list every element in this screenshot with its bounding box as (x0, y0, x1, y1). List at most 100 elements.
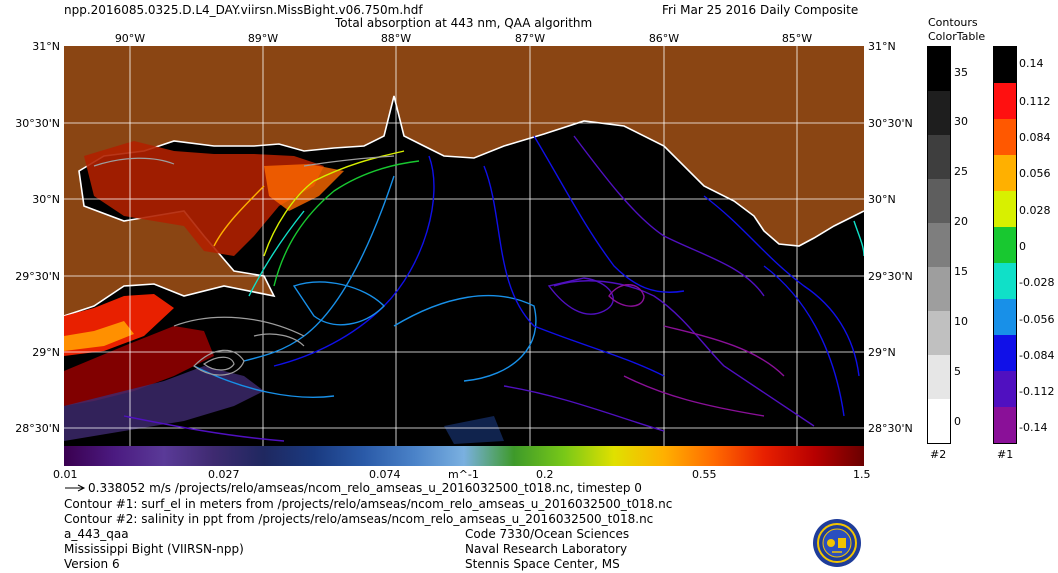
vector-arrow-icon (65, 484, 86, 492)
contour-line (547, 277, 614, 315)
coastal-plume (64, 366, 264, 441)
legend-tick: 15 (954, 265, 968, 278)
contour-line (853, 220, 864, 257)
contour-line (303, 155, 395, 167)
surf-el-legend-swatch (994, 371, 1016, 407)
contour-line (503, 385, 665, 432)
delta-plume (84, 141, 324, 256)
satellite-map (64, 46, 864, 446)
lon-label: 86°W (648, 32, 680, 45)
lat-label: 29°N (868, 346, 896, 359)
lat-label: 29°30'N (15, 270, 60, 283)
lat-label: 30°30'N (15, 117, 60, 130)
surf-el-legend-swatch (994, 191, 1016, 227)
surf-el-legend-swatch (994, 299, 1016, 335)
contour-line (608, 284, 645, 307)
legend-tick: 30 (954, 115, 968, 128)
colorbar (64, 446, 864, 466)
legend-tick: 0 (954, 415, 961, 428)
surf-el-legend-swatch (994, 119, 1016, 155)
salinity-legend-swatch (928, 91, 950, 135)
contour-line (483, 165, 665, 377)
file-name: npp.2016085.0325.D.L4_DAY.viirsn.MissBig… (64, 3, 423, 17)
lat-label: 30°30'N (868, 117, 913, 130)
surf-el-legend-swatch (994, 335, 1016, 371)
product-name: a_443_qaa (64, 527, 129, 541)
salinity-legend-swatch (928, 223, 950, 267)
surf-el-contours (123, 135, 864, 442)
salinity-contours (93, 155, 395, 376)
contour-line (573, 135, 765, 297)
contour-line (243, 175, 395, 362)
legend-tick: 35 (954, 66, 968, 79)
legend-id: #2 (930, 448, 947, 461)
legend-tick: 5 (954, 365, 961, 378)
salinity-legend-swatch (928, 355, 950, 399)
lon-label: 89°W (247, 32, 279, 45)
lat-label: 30°N (868, 193, 896, 206)
legend-tick: 20 (954, 215, 968, 228)
legend-tick: 0.14 (1019, 57, 1044, 70)
org-line: Stennis Space Center, MS (465, 557, 620, 571)
legend-tick: -0.028 (1019, 276, 1055, 289)
contour-line (273, 160, 420, 287)
contour-line (193, 349, 245, 376)
lat-label: 31°N (868, 40, 896, 53)
salinity-legend-swatch (928, 399, 950, 443)
shallow-water (444, 416, 504, 444)
colorbar-tick: 0.027 (208, 468, 240, 481)
colortable-legend-title: ColorTable (928, 30, 986, 43)
contour-line (123, 415, 285, 442)
lat-label: 30°N (32, 193, 60, 206)
surf-el-legend-swatch (994, 83, 1016, 119)
lon-label: 88°W (380, 32, 412, 45)
version-text: Version 6 (64, 557, 120, 571)
contour-line (393, 294, 537, 382)
legend-tick: 0.112 (1019, 95, 1051, 108)
lon-label: 85°W (781, 32, 813, 45)
legend-tick: 0.084 (1019, 131, 1051, 144)
surf-el-legend-swatch (994, 227, 1016, 263)
colorbar-units: m^-1 (448, 468, 479, 481)
legend-tick: -0.112 (1019, 385, 1055, 398)
colorbar-tick: 0.074 (369, 468, 401, 481)
surf-el-legend-swatch (994, 155, 1016, 191)
contour-line (663, 325, 785, 377)
lon-label: 90°W (114, 32, 146, 45)
contour2-text: Contour #2: salinity in ppt from /projec… (64, 512, 654, 526)
region-name: Mississippi Bight (VIIRSN-npp) (64, 542, 244, 556)
legend-tick: 25 (954, 165, 968, 178)
contours-legend-title: Contours (928, 16, 978, 29)
legend-tick: 0 (1019, 240, 1026, 253)
contour-line (213, 185, 265, 247)
legend-id: #1 (997, 448, 1014, 461)
salinity-legend-swatch (928, 135, 950, 179)
coastal-plume (64, 326, 214, 406)
org-line: Naval Research Laboratory (465, 542, 628, 556)
contour-line (623, 375, 765, 417)
contour-line (292, 281, 385, 326)
contour-line (202, 356, 235, 371)
lon-label: 87°W (514, 32, 546, 45)
salinity-legend-bar (927, 46, 951, 444)
contour1-text: Contour #1: surf_el in meters from /proj… (64, 497, 673, 511)
nearshore-contours (213, 150, 420, 297)
lat-label: 29°30'N (868, 270, 913, 283)
salinity-legend-swatch (928, 47, 950, 91)
legend-tick: 10 (954, 315, 968, 328)
legend-tick: -0.084 (1019, 349, 1055, 362)
surf-el-legend-swatch (994, 47, 1016, 83)
org-line: Code 7330/Ocean Sciences (465, 527, 630, 541)
lat-label: 28°30'N (15, 422, 60, 435)
colorbar-tick: 0.55 (692, 468, 717, 481)
lat-label: 28°30'N (868, 422, 913, 435)
contour-line (93, 157, 175, 167)
colorbar-tick: 1.5 (853, 468, 871, 481)
map-title: Total absorption at 443 nm, QAA algorith… (335, 16, 593, 30)
colorbar-tick: 0.01 (53, 468, 78, 481)
contour-line (533, 135, 685, 293)
legend-tick: 0.028 (1019, 204, 1051, 217)
contour-line (248, 210, 305, 297)
salinity-legend-swatch (928, 178, 950, 223)
contour-line (263, 150, 405, 257)
